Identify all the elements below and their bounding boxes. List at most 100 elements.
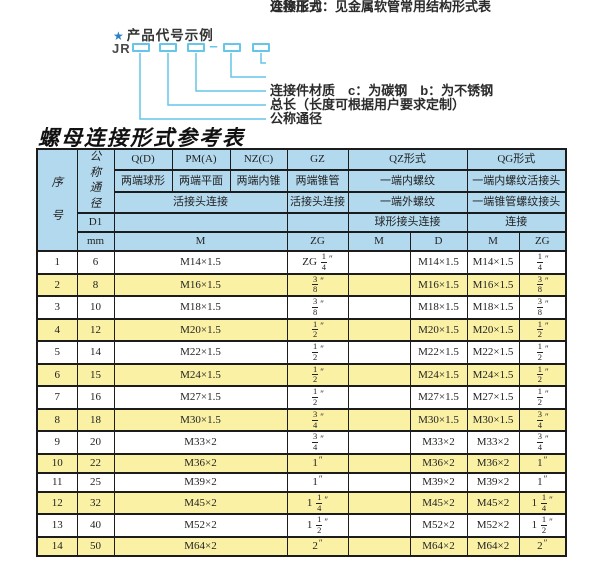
code-label-length: 总长（长度可根据用户要求定制） — [270, 97, 466, 112]
cell-dn: 14 — [76, 340, 115, 365]
cell-m: M64×2 — [113, 535, 288, 557]
header-unit-m-left: M — [113, 231, 288, 253]
cell-gz: 1 2 ″ — [286, 362, 349, 388]
inch-mark: ″ — [545, 321, 549, 332]
header-q: Q(D) — [113, 147, 173, 172]
table-row: 11 25 M39×2 1″ M39×2 M39×2 1″ — [36, 471, 567, 493]
cell-qz_m — [347, 430, 411, 455]
header-pm: PM(A) — [171, 147, 231, 172]
inch-mark: ″ — [545, 411, 549, 422]
cell-qz_d: M30×1.5 — [409, 407, 468, 433]
cell-m: M27×1.5 — [113, 385, 288, 410]
cell-seq: 6 — [36, 362, 78, 388]
cell-dn: 22 — [76, 452, 115, 474]
cell-qg_m: M30×1.5 — [466, 407, 520, 433]
cell-gz: 1 1 2 ″ — [286, 513, 349, 538]
cell-dn: 15 — [76, 362, 115, 388]
inch-mark: ″ — [545, 366, 549, 377]
cell-qg_m: M33×2 — [466, 430, 520, 455]
cell-qz_m — [347, 452, 411, 474]
product-code-section-title: ★ 产品代号示例 — [113, 24, 214, 44]
table-row: 7 16 M27×1.5 1 2 ″ M27×1.5 M27×1.5 1 2 ″ — [36, 385, 567, 410]
nut-connection-table: 序号 公称通径 Q(D) PM(A) NZ(C) GZ QZ形式 QG形式 两端… — [36, 147, 568, 557]
cell-qg_zg: 3 8 ″ — [518, 295, 567, 320]
cell-m: M45×2 — [113, 490, 288, 516]
cell-qg_zg: 3 4 ″ — [518, 430, 567, 455]
header-d1: D1 — [76, 212, 115, 234]
code-label-material: 连接件材质 c：为碳钢 b：为不锈钢 — [270, 83, 494, 98]
cell-seq: 7 — [36, 385, 78, 410]
header-unit-d-qz: D — [409, 231, 468, 253]
cell-seq: 3 — [36, 295, 78, 320]
table-row: 12 32 M45×2 1 1 4 ″ M45×2 M45×2 1 1 4 ″ — [36, 490, 567, 516]
inch-mark: ″ — [324, 517, 329, 528]
cell-qg_zg: 1″ — [518, 452, 567, 474]
inch-mark: ″ — [549, 517, 553, 528]
header-union-left: 活接头连接 — [113, 190, 288, 215]
code-box — [252, 43, 270, 52]
cell-qz_d: M20×1.5 — [409, 317, 468, 343]
cell-qz_d: M39×2 — [409, 471, 468, 493]
header-qz-row4: 球形接头连接 — [347, 212, 468, 234]
header-blank-gz — [286, 212, 349, 234]
cell-qg_zg: 1 2 ″ — [518, 385, 567, 410]
cell-gz: 1 2 ″ — [286, 317, 349, 343]
cell-dn: 16 — [76, 385, 115, 410]
cell-qz_m — [347, 513, 411, 538]
inch-mark: ″ — [318, 474, 323, 485]
inch-mark: ″ — [328, 253, 333, 264]
header-union-gz: 活接头连接 — [286, 190, 349, 215]
inch-mark: ″ — [543, 538, 548, 549]
cell-m: M16×1.5 — [113, 272, 288, 298]
header-q-desc: 两端球形 — [113, 169, 173, 193]
inch-mark: ″ — [318, 538, 323, 549]
cell-qg_m: M14×1.5 — [466, 250, 520, 275]
cell-qg_m: M22×1.5 — [466, 340, 520, 365]
cell-dn: 8 — [76, 272, 115, 298]
cell-m: M36×2 — [113, 452, 288, 474]
header-qz: QZ形式 — [347, 147, 468, 172]
cell-seq: 12 — [36, 490, 78, 516]
cell-qz_m — [347, 490, 411, 516]
cell-gz: 3 4 ″ — [286, 430, 349, 455]
cell-dn: 18 — [76, 407, 115, 433]
cell-seq: 10 — [36, 452, 78, 474]
inch-mark: ″ — [320, 276, 324, 287]
cell-qz_d: M64×2 — [409, 535, 468, 557]
inch-mark: ″ — [320, 343, 324, 354]
cell-qg_m: M64×2 — [466, 535, 520, 557]
product-code-prefix: JR — [112, 41, 131, 56]
cell-qz_m — [347, 272, 411, 298]
cell-qz_d: M52×2 — [409, 513, 468, 538]
inch-mark: ″ — [320, 298, 324, 309]
cell-qz_m — [347, 340, 411, 365]
cell-qz_d: M24×1.5 — [409, 362, 468, 388]
header-gz-desc: 两端锥管 — [286, 169, 349, 193]
cell-dn: 40 — [76, 513, 115, 538]
cell-dn: 32 — [76, 490, 115, 516]
cell-qz_d: M22×1.5 — [409, 340, 468, 365]
table-row: 9 20 M33×2 3 4 ″ M33×2 M33×2 3 4 ″ — [36, 430, 567, 455]
cell-dn: 25 — [76, 471, 115, 493]
header-qz-row3: 一端外螺纹 — [347, 190, 468, 215]
cell-gz: 1″ — [286, 452, 349, 474]
cell-qg_zg: 1 2 ″ — [518, 340, 567, 365]
inch-mark: ″ — [543, 455, 548, 466]
cell-qz_m — [347, 317, 411, 343]
table-header: 序号 公称通径 Q(D) PM(A) NZ(C) GZ QZ形式 QG形式 两端… — [36, 147, 567, 253]
cell-qz_d: M45×2 — [409, 490, 468, 516]
cell-qg_zg: 1 1 4 ″ — [518, 490, 567, 516]
header-pm-desc: 两端平面 — [171, 169, 231, 193]
inch-mark: ″ — [545, 298, 549, 309]
cell-m: M39×2 — [113, 471, 288, 493]
